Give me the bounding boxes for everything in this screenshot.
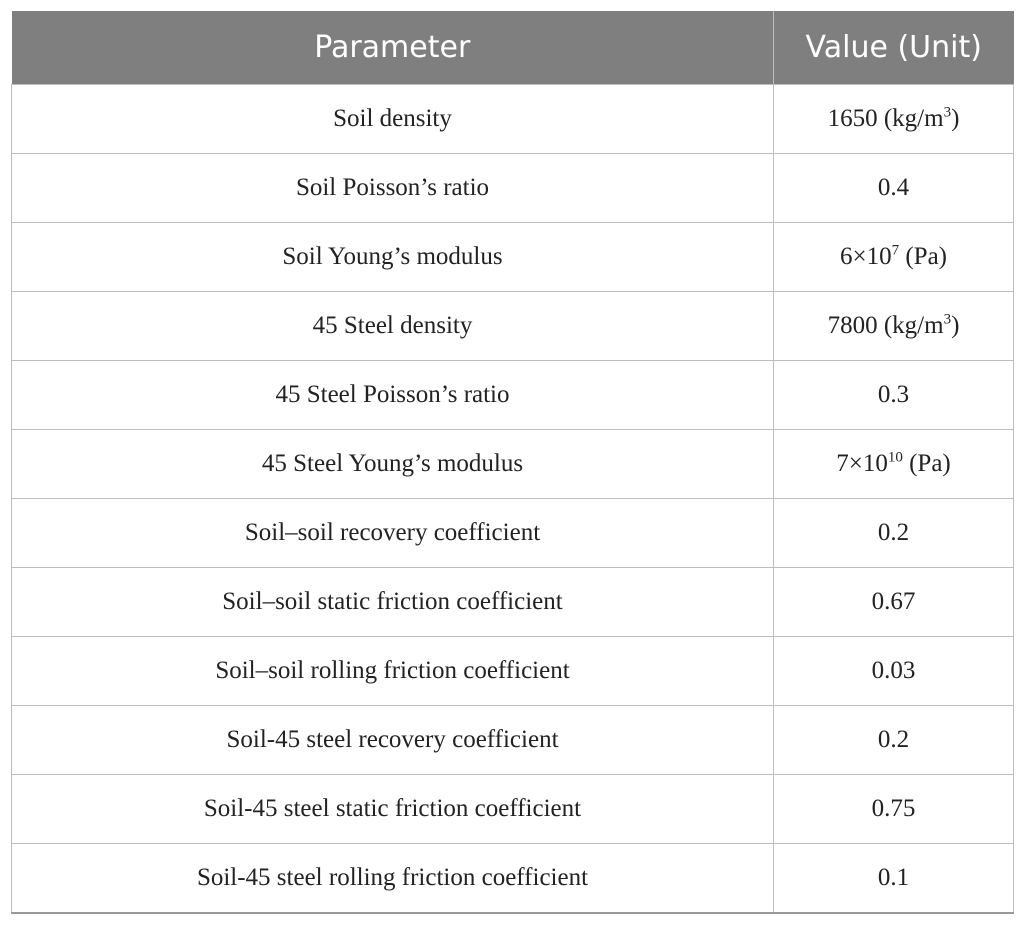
parameter-cell: 45 Steel density (11, 291, 774, 361)
table-row: Soil–soil recovery coefficient 0.2 (11, 498, 1014, 568)
value-text: 0.1 (877, 864, 910, 891)
table-row: Soil-45 steel static friction coefficien… (11, 774, 1014, 844)
value-exponent: 3 (943, 311, 952, 328)
value-cell: 0.4 (773, 153, 1014, 223)
value-cell: 7800 (kg/m3) (773, 291, 1014, 361)
value-text: 0.3 (877, 381, 910, 408)
parameter-cell: Soil–soil rolling friction coefficient (11, 636, 774, 706)
value-unit: (Pa) (902, 450, 951, 477)
value-cell: 0.75 (773, 774, 1014, 844)
value-exponent: 10 (887, 449, 903, 466)
header-row: Parameter Value (Unit) (11, 11, 1014, 85)
table-row: Soil-45 steel recovery coefficient 0.2 (11, 705, 1014, 775)
parameter-cell: 45 Steel Poisson’s ratio (11, 360, 774, 430)
table-row: Soil Young’s modulus 6×107 (Pa) (11, 222, 1014, 292)
table-row: Soil–soil static friction coefficient 0.6… (11, 567, 1014, 637)
value-text: 1650 (kg/m (827, 105, 944, 132)
value-text: 0.2 (877, 726, 910, 753)
value-text: 7800 (kg/m (827, 312, 944, 339)
value-cell: 7×1010 (Pa) (773, 429, 1014, 499)
parameter-cell: Soil-45 steel rolling friction coefficie… (11, 843, 774, 914)
value-text: 0.03 (871, 657, 916, 684)
table-row: 45 Steel density 7800 (kg/m3) (11, 291, 1014, 361)
value-text: 0.2 (877, 519, 910, 546)
parameter-table: Parameter Value (Unit) Soil density 1650 … (11, 11, 1014, 914)
value-unit: (Pa) (899, 243, 947, 270)
value-exponent: 7 (891, 242, 900, 259)
value-cell: 6×107 (Pa) (773, 222, 1014, 292)
table-row: 45 Steel Young’s modulus 7×1010 (Pa) (11, 429, 1014, 499)
value-unit: ) (951, 312, 960, 339)
table-header: Parameter Value (Unit) (11, 11, 1014, 85)
value-cell: 0.03 (773, 636, 1014, 706)
header-value-unit: Value (Unit) (773, 11, 1014, 85)
value-cell: 1650 (kg/m3) (773, 84, 1014, 154)
value-unit: ) (951, 105, 960, 132)
value-cell: 0.1 (773, 843, 1014, 914)
parameter-cell: Soil Young’s modulus (11, 222, 774, 292)
parameter-cell: Soil-45 steel recovery coefficient (11, 705, 774, 775)
value-text: 0.67 (871, 588, 916, 615)
parameter-cell: 45 Steel Young’s modulus (11, 429, 774, 499)
parameter-cell: Soil–soil recovery coefficient (11, 498, 774, 568)
value-text: 7×10 (836, 450, 888, 477)
table-body: Soil density 1650 (kg/m3) Soil Poisson’s r… (11, 84, 1014, 914)
header-parameter: Parameter (11, 11, 774, 85)
table-row: Soil Poisson’s ratio 0.4 (11, 153, 1014, 223)
value-cell: 0.2 (773, 705, 1014, 775)
table-row: Soil-45 steel rolling friction coefficie… (11, 843, 1014, 914)
table-row: Soil–soil rolling friction coefficient 0.… (11, 636, 1014, 706)
value-text: 6×10 (839, 243, 892, 270)
parameter-cell: Soil-45 steel static friction coefficien… (11, 774, 774, 844)
value-cell: 0.3 (773, 360, 1014, 430)
value-text: 0.75 (871, 795, 916, 822)
parameter-cell: Soil density (11, 84, 774, 154)
value-cell: 0.67 (773, 567, 1014, 637)
value-text: 0.4 (877, 174, 910, 201)
table-row: Soil density 1650 (kg/m3) (11, 84, 1014, 154)
parameter-cell: Soil–soil static friction coefficient (11, 567, 774, 637)
table-row: 45 Steel Poisson’s ratio 0.3 (11, 360, 1014, 430)
value-cell: 0.2 (773, 498, 1014, 568)
value-exponent: 3 (943, 104, 952, 121)
parameter-cell: Soil Poisson’s ratio (11, 153, 774, 223)
